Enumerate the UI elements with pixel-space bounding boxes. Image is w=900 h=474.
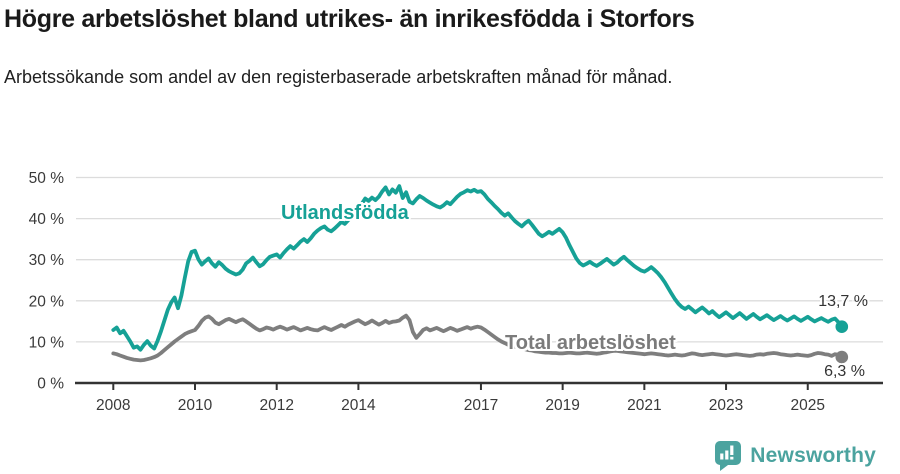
series-label-total-arbetsloshet: Total arbetslöshet <box>505 332 676 354</box>
end-value-label-utlandsfodda: 13,7 % <box>818 293 868 310</box>
page-subtitle: Arbetssökande som andel av den registerb… <box>4 67 673 87</box>
page-title: Högre arbetslöshet bland utrikes- än inr… <box>4 5 695 33</box>
y-tick-label-20: 20 % <box>29 293 65 310</box>
series-end-dot-1 <box>835 350 849 364</box>
x-tick-label-2023: 2023 <box>709 397 743 414</box>
end-value-label-total: 6,3 % <box>824 363 865 380</box>
newsworthy-logo-text: Newsworthy <box>750 443 876 467</box>
y-tick-label-50: 50 % <box>29 170 65 187</box>
x-tick-label-2012: 2012 <box>259 397 293 414</box>
newsworthy-logo[interactable]: Newsworthy <box>714 440 876 471</box>
series-line-0 <box>111 184 844 352</box>
series-line-1 <box>111 313 844 363</box>
x-tick-label-2008: 2008 <box>96 397 130 414</box>
y-tick-label-10: 10 % <box>29 334 65 351</box>
x-tick-label-2021: 2021 <box>627 397 661 414</box>
x-tick-label-2017: 2017 <box>464 397 498 414</box>
x-tick-label-2019: 2019 <box>545 397 579 414</box>
series-end-dot-0 <box>835 320 849 334</box>
y-tick-label-40: 40 % <box>29 211 65 228</box>
newsworthy-logo-icon <box>715 441 742 471</box>
y-tick-label-30: 30 % <box>29 252 65 269</box>
y-tick-label-0: 0 % <box>37 376 64 393</box>
x-tick-label-2025: 2025 <box>791 397 825 414</box>
series-label-utlandsfodda: Utlandsfödda <box>281 202 409 224</box>
x-tick-label-2010: 2010 <box>178 397 213 414</box>
x-tick-label-2014: 2014 <box>341 397 376 414</box>
